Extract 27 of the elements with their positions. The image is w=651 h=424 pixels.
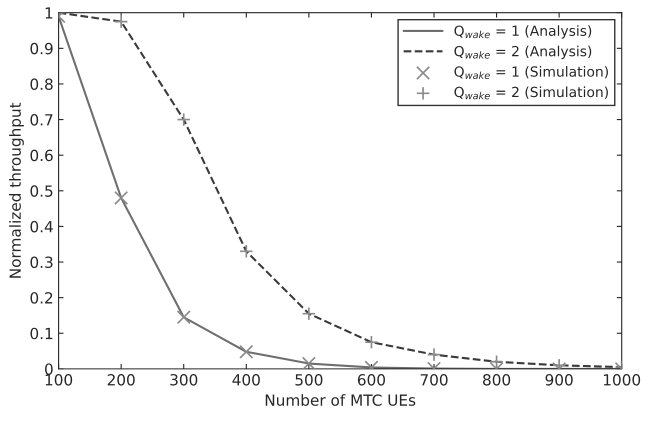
- legend-label: Q$_{wake}$ = 1 (Simulation): [454, 66, 608, 80]
- y-tick-label: 0: [45, 363, 53, 375]
- x-tick-label: 300: [170, 374, 198, 386]
- y-tick-label: 0.2: [30, 292, 52, 304]
- x-tick-label: 200: [108, 374, 135, 386]
- y-tick-label: 0.9: [30, 42, 53, 54]
- legend-label: Q$_{wake}$ = 2 (Analysis): [454, 46, 592, 60]
- x-tick-label: 100: [46, 374, 72, 386]
- x-tick-label: 600: [358, 374, 385, 386]
- legend-label: Q$_{wake}$ = 2 (Simulation): [454, 86, 608, 100]
- y-tick-label: 0.4: [30, 220, 53, 232]
- x-axis-title: Number of MTC UEs: [266, 394, 416, 406]
- y-tick-label: 0.3: [30, 256, 53, 268]
- x-tick-label: 900: [546, 374, 573, 386]
- y-tick-label: 0.5: [30, 185, 52, 197]
- y-tick-label: 0.1: [30, 328, 52, 340]
- legend-label: Q$_{wake}$ = 1 (Analysis): [454, 25, 592, 39]
- x-tick-label: 1000: [604, 374, 640, 386]
- x-tick-label: 800: [483, 374, 510, 386]
- x-tick-label: 700: [420, 374, 448, 386]
- y-tick-label: 1: [46, 7, 52, 19]
- x-tick-label: 500: [295, 374, 322, 386]
- y-axis-title: Normalized throughput: [9, 102, 24, 278]
- y-tick-label: 0.8: [30, 78, 53, 90]
- y-tick-label: 0.6: [30, 150, 53, 162]
- x-tick-label: 400: [232, 374, 260, 386]
- y-tick-label: 0.7: [30, 114, 52, 126]
